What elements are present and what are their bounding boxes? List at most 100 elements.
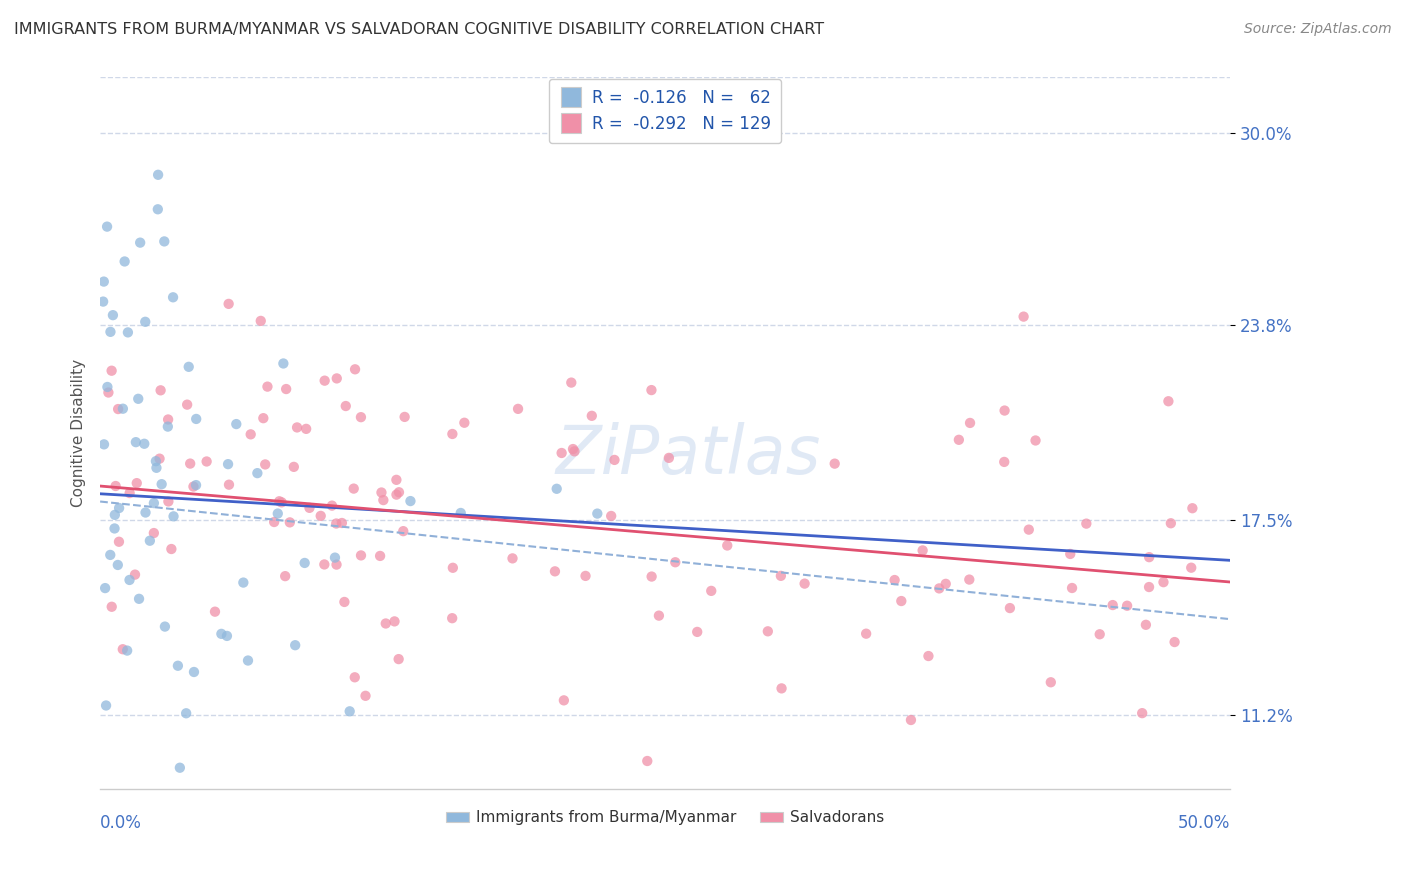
Point bbox=[209, 627, 232, 641]
Point bbox=[104, 508, 127, 522]
Point bbox=[928, 582, 950, 596]
Point bbox=[664, 555, 686, 569]
Point bbox=[129, 235, 152, 250]
Point bbox=[142, 496, 165, 510]
Point bbox=[323, 550, 346, 565]
Point bbox=[399, 494, 422, 508]
Point bbox=[98, 548, 121, 562]
Point bbox=[1137, 550, 1160, 565]
Point bbox=[284, 638, 307, 652]
Point bbox=[769, 569, 792, 583]
Point bbox=[125, 435, 148, 450]
Point bbox=[1137, 580, 1160, 594]
Point bbox=[225, 417, 247, 431]
Point bbox=[270, 495, 292, 509]
Point bbox=[184, 478, 207, 492]
Point bbox=[217, 457, 239, 471]
Point bbox=[450, 506, 472, 520]
Point bbox=[335, 399, 357, 413]
Point bbox=[385, 473, 408, 487]
Point bbox=[117, 326, 139, 340]
Point bbox=[232, 575, 254, 590]
Point bbox=[256, 379, 278, 393]
Point bbox=[278, 516, 301, 530]
Point bbox=[142, 526, 165, 541]
Point bbox=[600, 508, 623, 523]
Point bbox=[343, 670, 366, 684]
Text: 0.0%: 0.0% bbox=[100, 814, 142, 832]
Point bbox=[128, 591, 150, 606]
Point bbox=[343, 482, 366, 496]
Point bbox=[91, 294, 114, 309]
Point bbox=[1018, 523, 1040, 537]
Point bbox=[146, 202, 169, 217]
Point bbox=[603, 453, 626, 467]
Point bbox=[153, 235, 176, 249]
Point bbox=[917, 648, 939, 663]
Point bbox=[993, 455, 1015, 469]
Point bbox=[1076, 516, 1098, 531]
Point bbox=[855, 626, 877, 640]
Point bbox=[176, 398, 198, 412]
Point bbox=[586, 507, 609, 521]
Point bbox=[111, 642, 134, 657]
Point bbox=[215, 629, 238, 643]
Point bbox=[640, 569, 662, 583]
Point bbox=[162, 290, 184, 304]
Text: IMMIGRANTS FROM BURMA/MYANMAR VS SALVADORAN COGNITIVE DISABILITY CORRELATION CHA: IMMIGRANTS FROM BURMA/MYANMAR VS SALVADO… bbox=[14, 22, 824, 37]
Text: Source: ZipAtlas.com: Source: ZipAtlas.com bbox=[1244, 22, 1392, 37]
Point bbox=[374, 616, 396, 631]
Point bbox=[145, 454, 167, 468]
Point bbox=[294, 556, 316, 570]
Point bbox=[686, 624, 709, 639]
Point bbox=[314, 374, 336, 388]
Text: ZiPatlas: ZiPatlas bbox=[555, 422, 821, 488]
Point bbox=[1025, 434, 1047, 448]
Point bbox=[134, 436, 156, 450]
Point bbox=[574, 569, 596, 583]
Point bbox=[96, 380, 118, 394]
Point bbox=[283, 459, 305, 474]
Point bbox=[127, 392, 149, 406]
Point bbox=[263, 515, 285, 529]
Point bbox=[156, 419, 179, 434]
Point bbox=[100, 599, 122, 614]
Point bbox=[273, 356, 295, 370]
Point bbox=[134, 315, 156, 329]
Point bbox=[183, 479, 205, 493]
Point bbox=[998, 601, 1021, 615]
Point bbox=[145, 460, 167, 475]
Point bbox=[174, 706, 197, 721]
Point bbox=[1116, 599, 1139, 613]
Point bbox=[107, 402, 129, 417]
Point bbox=[636, 754, 658, 768]
Point bbox=[935, 577, 957, 591]
Point bbox=[100, 364, 122, 378]
Point bbox=[146, 168, 169, 182]
Point bbox=[114, 254, 136, 268]
Point bbox=[793, 576, 815, 591]
Point bbox=[139, 533, 162, 548]
Point bbox=[252, 411, 274, 425]
Point bbox=[770, 681, 793, 696]
Point bbox=[103, 521, 125, 535]
Point bbox=[236, 654, 259, 668]
Point bbox=[330, 516, 353, 530]
Point bbox=[149, 384, 172, 398]
Point bbox=[911, 543, 934, 558]
Point bbox=[824, 457, 846, 471]
Point bbox=[1039, 675, 1062, 690]
Point bbox=[388, 652, 411, 666]
Point bbox=[890, 594, 912, 608]
Point bbox=[453, 416, 475, 430]
Point bbox=[993, 403, 1015, 417]
Point bbox=[560, 376, 582, 390]
Point bbox=[333, 595, 356, 609]
Point bbox=[169, 761, 191, 775]
Point bbox=[295, 422, 318, 436]
Point bbox=[239, 427, 262, 442]
Point bbox=[104, 479, 127, 493]
Point bbox=[100, 325, 122, 339]
Point bbox=[700, 583, 723, 598]
Point bbox=[111, 401, 134, 416]
